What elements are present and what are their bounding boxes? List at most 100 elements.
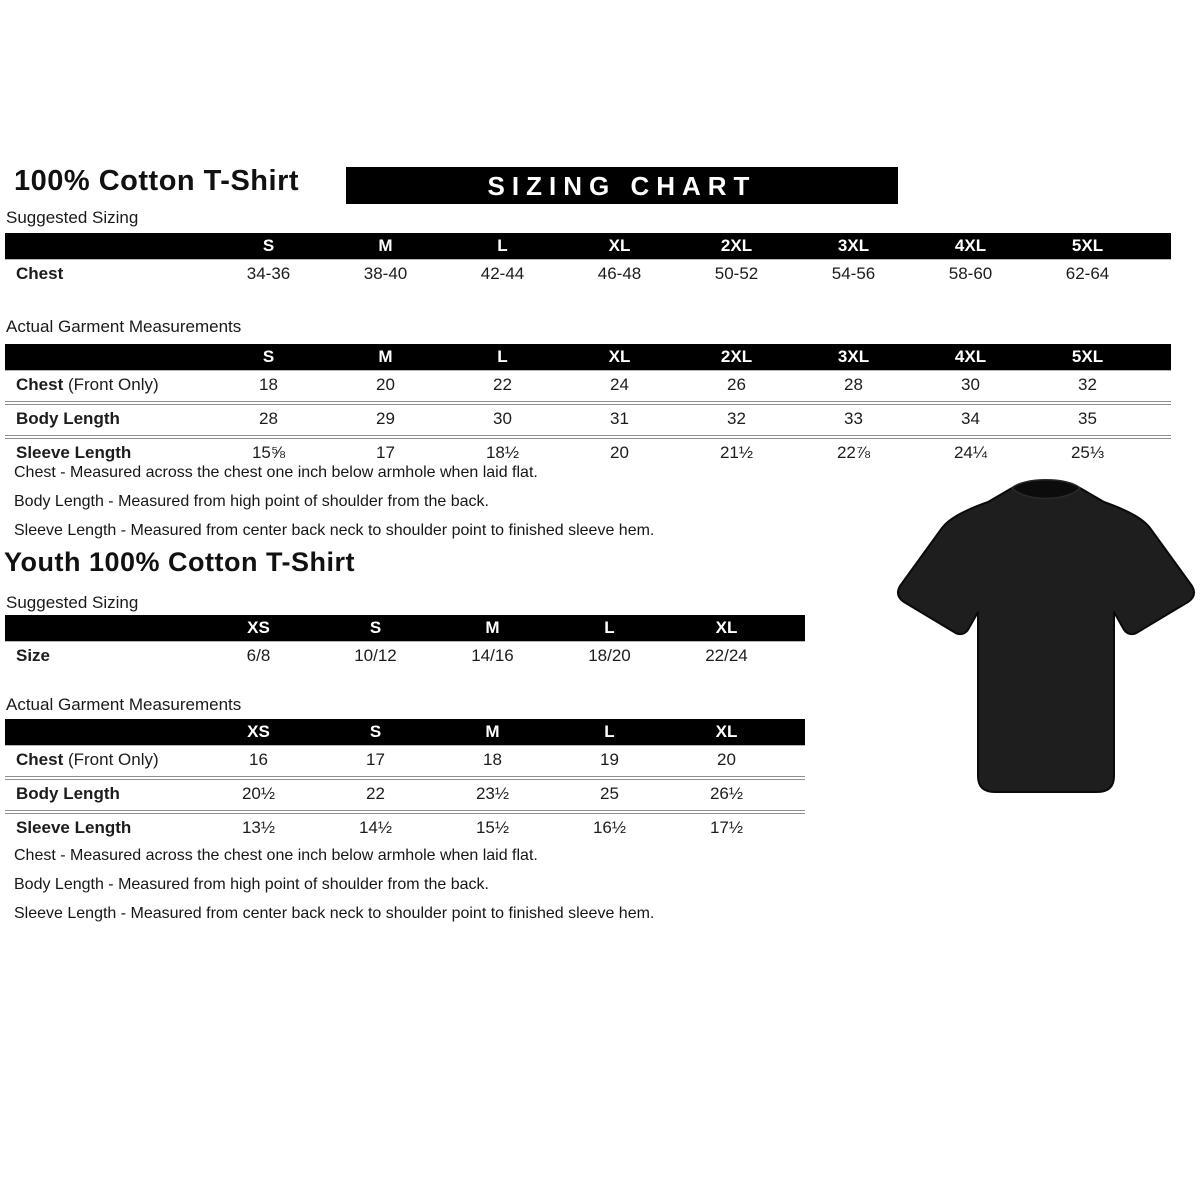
size-value-cell: 46-48 [561,259,678,290]
table-header-row: XS S M L XL [5,615,805,642]
table-row-chest: Chest (Front Only) 16 17 18 19 20 [5,745,805,778]
table-row-sleeve-length: Sleeve Length 15⅝ 17 18½ 20 21½ 22⅞ 24¼ … [5,435,1171,469]
size-column-header: 3XL [795,344,912,371]
table-row-chest: Chest 34-36 38-40 42-44 46-48 50-52 54-5… [5,259,1171,290]
table-header-row: S M L XL 2XL 3XL 4XL 5XL [5,344,1171,371]
size-value-cell: 24 [561,370,678,403]
size-column-header: S [317,615,434,642]
size-value-cell: 20 [561,435,678,469]
row-label-text: Body Length [16,784,120,803]
size-value-cell: 28 [795,370,912,403]
size-value-cell: 26½ [668,776,785,812]
size-value-cell: 58-60 [912,259,1029,290]
size-column-header: XL [561,344,678,371]
size-value-cell: 32 [1029,370,1146,403]
size-value-cell: 62-64 [1029,259,1146,290]
adult-actual-measurements-table: S M L XL 2XL 3XL 4XL 5XL Chest (Front On… [5,344,1171,469]
size-value-cell: 17 [317,745,434,778]
table-row-sleeve-length: Sleeve Length 13½ 14½ 15½ 16½ 17½ [5,810,805,844]
table-row-body-length: Body Length 20½ 22 23½ 25 26½ [5,776,805,812]
size-value-cell: 18 [210,370,327,403]
size-column-header: XS [200,615,317,642]
row-label: Size [5,641,200,672]
size-value-cell: 25⅓ [1029,435,1146,469]
empty-header-cell [1146,344,1171,371]
size-value-cell: 14/16 [434,641,551,672]
empty-header-cell [5,233,210,260]
row-label: Body Length [5,776,200,812]
size-value-cell: 42-44 [444,259,561,290]
size-column-header: 2XL [678,344,795,371]
size-column-header: XL [668,719,785,746]
youth-suggested-sizing-label: Suggested Sizing [6,593,139,612]
note-line: Body Length - Measured from high point o… [14,493,489,510]
row-label: Chest (Front Only) [5,745,200,778]
row-label-text: Sleeve Length [16,443,132,462]
row-label: Chest [5,259,210,290]
youth-actual-measurements-table: XS S M L XL Chest (Front Only) 16 17 18 … [5,719,805,844]
size-value-cell: 14½ [317,810,434,844]
size-column-header: 5XL [1029,344,1146,371]
size-value-cell: 22⅞ [795,435,912,469]
size-value-cell: 19 [551,745,668,778]
size-column-header: M [434,719,551,746]
size-value-cell: 13½ [200,810,317,844]
size-value-cell: 18/20 [551,641,668,672]
size-value-cell: 24¼ [912,435,1029,469]
size-column-header: 2XL [678,233,795,260]
row-label: Sleeve Length [5,810,200,844]
adult-suggested-sizing-label: Suggested Sizing [6,208,139,227]
size-column-header: L [444,344,561,371]
empty-header-cell [785,615,805,642]
size-value-cell: 20 [668,745,785,778]
row-label-text: Chest [16,375,64,394]
note-line: Sleeve Length - Measured from center bac… [14,905,655,922]
size-value-cell: 38-40 [327,259,444,290]
table-row-body-length: Body Length 28 29 30 31 32 33 34 35 [5,401,1171,437]
adult-measurement-notes: Chest - Measured across the chest one in… [14,458,654,545]
size-column-header: S [210,233,327,260]
empty-cell [1146,259,1171,290]
size-value-cell: 22/24 [668,641,785,672]
size-column-header: M [434,615,551,642]
size-value-cell: 33 [795,401,912,437]
row-label-text: Size [16,646,51,665]
size-value-cell: 35 [1029,401,1146,437]
size-value-cell: 32 [678,401,795,437]
size-value-cell: 22 [444,370,561,403]
note-line: Sleeve Length - Measured from center bac… [14,522,655,539]
size-value-cell: 31 [561,401,678,437]
size-value-cell: 22 [317,776,434,812]
size-column-header: M [327,233,444,260]
size-column-header: L [444,233,561,260]
empty-cell [1146,401,1171,437]
size-column-header: 3XL [795,233,912,260]
size-value-cell: 15½ [434,810,551,844]
size-value-cell: 29 [327,401,444,437]
note-line: Body Length - Measured from high point o… [14,876,489,893]
size-value-cell: 54-56 [795,259,912,290]
size-value-cell: 28 [210,401,327,437]
row-label-suffix: (Front Only) [63,750,159,769]
size-value-cell: 17 [327,435,444,469]
row-label: Body Length [5,401,210,437]
table-row-chest: Chest (Front Only) 18 20 22 24 26 28 30 … [5,370,1171,403]
empty-cell [1146,435,1171,469]
size-value-cell: 15⅝ [210,435,327,469]
size-value-cell: 18 [434,745,551,778]
size-column-header: S [210,344,327,371]
tshirt-body-shape [896,480,1196,793]
table-header-row: S M L XL 2XL 3XL 4XL 5XL [5,233,1171,260]
size-column-header: S [317,719,434,746]
row-label-text: Body Length [16,409,120,428]
page-title: 100% Cotton T-Shirt [14,165,300,197]
size-value-cell: 23½ [434,776,551,812]
size-value-cell: 16½ [551,810,668,844]
size-value-cell: 6/8 [200,641,317,672]
empty-cell [785,745,805,778]
size-column-header: L [551,719,668,746]
row-label-text: Chest [16,264,64,283]
table-row-size: Size 6/8 10/12 14/16 18/20 22/24 [5,641,805,672]
size-column-header: XL [668,615,785,642]
